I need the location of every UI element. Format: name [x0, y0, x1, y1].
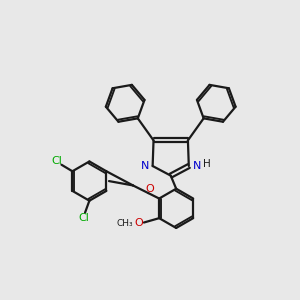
Text: H: H: [203, 159, 211, 170]
Text: Cl: Cl: [52, 157, 62, 166]
Text: N: N: [193, 161, 201, 171]
Text: Cl: Cl: [79, 213, 89, 223]
Text: N: N: [140, 161, 149, 171]
Text: O: O: [135, 218, 143, 228]
Text: CH₃: CH₃: [117, 219, 134, 228]
Text: O: O: [146, 184, 154, 194]
